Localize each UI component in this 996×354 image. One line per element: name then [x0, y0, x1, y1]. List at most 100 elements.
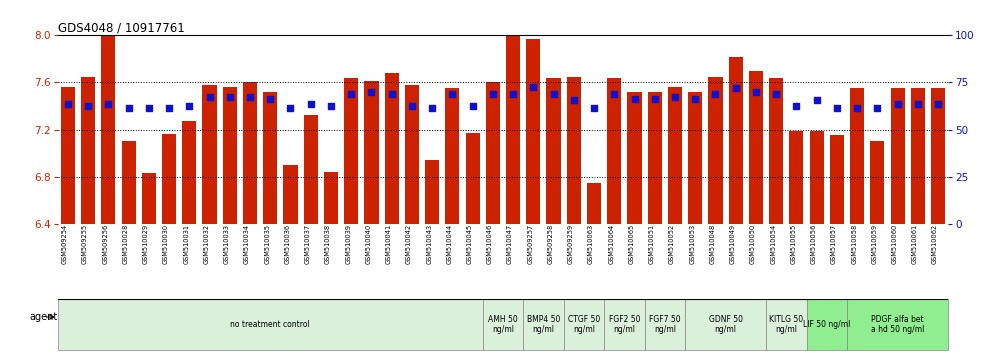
Bar — [766, 299, 807, 350]
Text: KITLG 50
ng/ml: KITLG 50 ng/ml — [769, 315, 804, 335]
Bar — [627, 92, 641, 224]
Text: GDNF 50
ng/ml: GDNF 50 ng/ml — [708, 315, 743, 335]
Bar — [668, 87, 682, 224]
Bar — [304, 115, 318, 224]
Text: LIF 50 ng/ml: LIF 50 ng/ml — [803, 320, 851, 329]
Bar — [404, 85, 419, 224]
Point — [930, 101, 946, 107]
Text: GSM510046: GSM510046 — [487, 224, 493, 264]
Bar — [890, 88, 904, 224]
Text: GSM510047: GSM510047 — [507, 224, 513, 264]
Text: GSM509256: GSM509256 — [103, 224, 109, 264]
Point — [586, 105, 602, 111]
Bar — [547, 78, 561, 224]
Point — [424, 105, 440, 111]
Bar — [567, 76, 581, 224]
Bar — [162, 134, 176, 224]
Bar — [182, 121, 196, 224]
Bar — [345, 78, 359, 224]
Text: FGF7 50
ng/ml: FGF7 50 ng/ml — [649, 315, 680, 335]
Text: GSM510042: GSM510042 — [406, 224, 412, 264]
Bar — [850, 88, 865, 224]
Bar — [284, 165, 298, 224]
Bar — [769, 78, 783, 224]
Bar — [688, 92, 702, 224]
Point — [242, 94, 258, 99]
Bar — [465, 133, 480, 224]
Point — [344, 91, 360, 97]
Point — [222, 94, 238, 99]
Point — [748, 89, 764, 95]
Bar — [647, 92, 661, 224]
Text: GSM509254: GSM509254 — [62, 224, 68, 264]
Point — [829, 105, 845, 111]
Bar — [122, 141, 135, 224]
Bar — [202, 85, 216, 224]
Point — [383, 91, 399, 97]
Point — [262, 96, 278, 102]
Bar — [587, 183, 602, 224]
Bar — [729, 57, 743, 224]
Text: GSM510029: GSM510029 — [142, 224, 148, 264]
Bar — [61, 87, 75, 224]
Point — [789, 103, 805, 109]
Point — [607, 91, 622, 97]
Text: AMH 50
ng/ml: AMH 50 ng/ml — [488, 315, 518, 335]
Text: GSM509258: GSM509258 — [548, 224, 554, 264]
Text: GSM510064: GSM510064 — [609, 224, 615, 264]
Bar — [445, 88, 459, 224]
Text: GSM510045: GSM510045 — [466, 224, 473, 264]
Text: FGF2 50
ng/ml: FGF2 50 ng/ml — [609, 315, 640, 335]
Text: GSM509259: GSM509259 — [568, 224, 574, 264]
Point — [181, 103, 197, 109]
Bar — [425, 160, 439, 224]
Text: BMP4 50
ng/ml: BMP4 50 ng/ml — [527, 315, 560, 335]
Text: GSM510050: GSM510050 — [750, 224, 756, 264]
Text: GSM510060: GSM510060 — [891, 224, 897, 264]
Bar — [384, 73, 398, 224]
Point — [283, 105, 299, 111]
Bar — [807, 299, 847, 350]
Point — [728, 86, 744, 91]
Bar — [263, 92, 277, 224]
Bar — [847, 299, 948, 350]
Text: GSM510034: GSM510034 — [244, 224, 250, 264]
Text: GSM510049: GSM510049 — [730, 224, 736, 264]
Bar — [141, 173, 156, 224]
Text: GSM510033: GSM510033 — [224, 224, 230, 264]
Point — [201, 94, 217, 99]
Text: GSM510054: GSM510054 — [770, 224, 776, 264]
Point — [687, 96, 703, 102]
Text: GDS4048 / 10917761: GDS4048 / 10917761 — [58, 21, 184, 34]
Text: GSM510040: GSM510040 — [366, 224, 372, 264]
Point — [140, 105, 156, 111]
Text: GSM510057: GSM510057 — [831, 224, 837, 264]
Point — [910, 101, 926, 107]
Text: GSM510059: GSM510059 — [872, 224, 877, 264]
Bar — [223, 87, 237, 224]
Point — [60, 101, 76, 107]
Text: GSM509257: GSM509257 — [527, 224, 533, 264]
Point — [505, 91, 521, 97]
Bar — [871, 141, 884, 224]
Point — [323, 103, 339, 109]
Bar — [790, 131, 804, 224]
Bar — [365, 81, 378, 224]
Bar — [526, 39, 541, 224]
Point — [485, 91, 501, 97]
Point — [626, 96, 642, 102]
Text: GSM510061: GSM510061 — [911, 224, 918, 264]
Point — [667, 94, 683, 99]
Point — [80, 103, 96, 109]
Point — [101, 101, 117, 107]
Bar — [810, 131, 824, 224]
Text: GSM510031: GSM510031 — [183, 224, 189, 264]
Bar — [608, 78, 622, 224]
Point — [809, 97, 825, 103]
Text: GSM510062: GSM510062 — [932, 224, 938, 264]
Point — [444, 91, 460, 97]
Bar — [506, 35, 520, 224]
Bar — [102, 35, 116, 224]
Point — [121, 105, 136, 111]
Text: GSM510051: GSM510051 — [648, 224, 654, 264]
